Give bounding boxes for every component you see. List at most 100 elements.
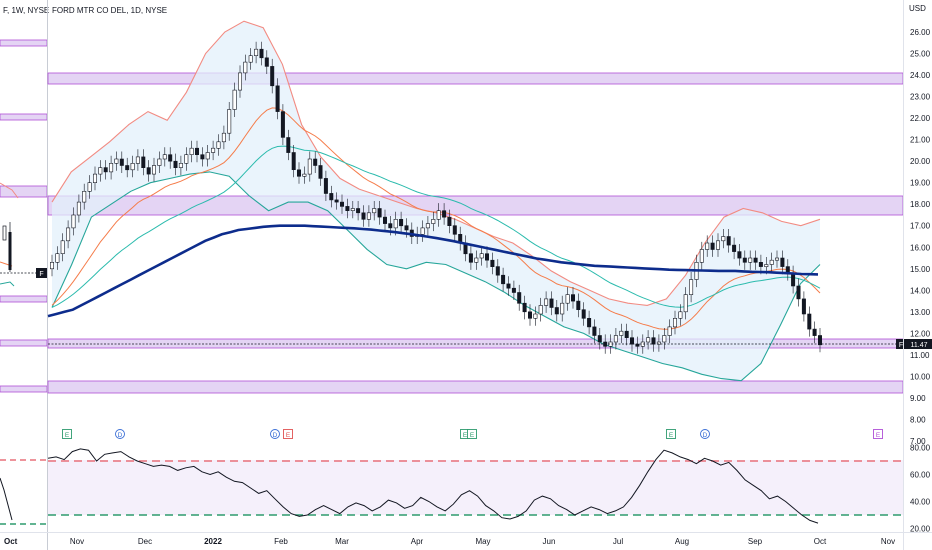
x-tick-label: May [475,537,490,546]
candle-up [243,61,248,74]
rsi-line [47,448,819,524]
candle-down [377,208,382,218]
candle-down [382,216,387,224]
candle-up [699,249,704,263]
event-marker-label: D [703,432,708,439]
event-marker-label: D [118,432,123,439]
candle-up [55,253,60,263]
price-tick-label: 18.00 [910,200,931,209]
candle-down [270,66,275,87]
candle-down [651,337,656,345]
candle-down [452,225,457,235]
candle-up [189,147,194,155]
bollinger-fill [52,21,820,381]
candle-up [748,257,753,263]
dividend-marker [270,429,280,439]
candle-up [613,335,618,343]
candle-down [173,160,178,168]
candle-up [646,337,651,343]
candle-up [93,173,98,184]
candle-up [205,152,210,160]
left-price-tag [36,268,47,278]
candle-up [565,294,570,304]
candle-up [135,156,140,164]
candle-down [388,223,393,229]
candle-down [275,85,280,112]
candle-down [291,152,296,171]
candle-up [420,227,425,235]
event-marker-label: E [65,432,70,439]
candle-down [195,147,200,155]
candle-up [82,191,87,203]
price-tick-label: 21.00 [910,136,931,145]
left-zone [0,385,48,393]
candle-up [479,253,484,259]
price-tick-label: 7.00 [910,437,926,446]
candle-down [554,307,559,315]
candle-up [66,227,71,242]
candle-down [329,193,334,201]
x-tick-label: Jun [543,537,556,546]
candle-up [76,201,81,216]
candle-up [162,154,167,160]
candle-down [447,216,452,227]
candle-down [345,206,350,211]
candle-up [60,240,65,255]
x-tick-label: Oct [814,537,827,546]
candle-down [726,236,731,246]
candle-up [152,165,157,175]
candle-up [431,219,436,224]
candle-down [801,298,806,315]
candle-down [807,313,812,330]
left-bollinger-lower [0,281,15,287]
candle-up [560,302,565,315]
event-marker-label: E [286,432,291,439]
price-tick-label: 11.00 [910,351,930,360]
left-zone [0,113,48,121]
left-x-tick: Oct [4,537,18,546]
candle-down [125,165,130,171]
dividend-marker [700,429,710,439]
earnings-marker [666,429,676,439]
left-price-tag-label: F [39,271,43,278]
candle-up [436,210,441,220]
candle-down [576,300,581,311]
event-marker-label: D [273,432,278,439]
candle-down [570,294,575,302]
candle-down [624,330,629,339]
candle-down [103,167,108,173]
candle-down [506,283,511,289]
price-tick-label: 9.00 [910,394,926,403]
candle-up [254,48,259,57]
candle-up [109,163,114,173]
candle-down [549,298,554,308]
candle-down [495,266,500,276]
price-tick-label: 23.00 [910,93,931,102]
x-tick-label: Apr [411,537,424,546]
candle-down [119,158,124,166]
candle-down [399,219,404,227]
candle-down [635,343,640,347]
left-zone [0,339,48,347]
candle-down [280,111,285,138]
candle-down [710,242,715,250]
candle-up [533,313,538,319]
sma-200-line [47,224,819,318]
rsi-tick-label: 80.00 [910,444,931,453]
candle-up [184,154,189,164]
candle-up [232,89,237,110]
candle-down [629,337,634,345]
candle-up [302,173,307,177]
candle-down [522,302,527,313]
candle-down [484,253,489,261]
x-tick-label: 2022 [204,537,222,546]
candle-down [780,257,785,267]
candle-up [689,279,694,296]
price-tag-value-box [906,339,932,349]
candle-down [592,326,597,336]
earnings-marker [467,429,477,439]
candle-up [683,294,688,313]
rsi-tick-label: 20.00 [910,525,931,534]
candle-up [705,242,710,250]
price-tick-label: 24.00 [910,71,931,80]
